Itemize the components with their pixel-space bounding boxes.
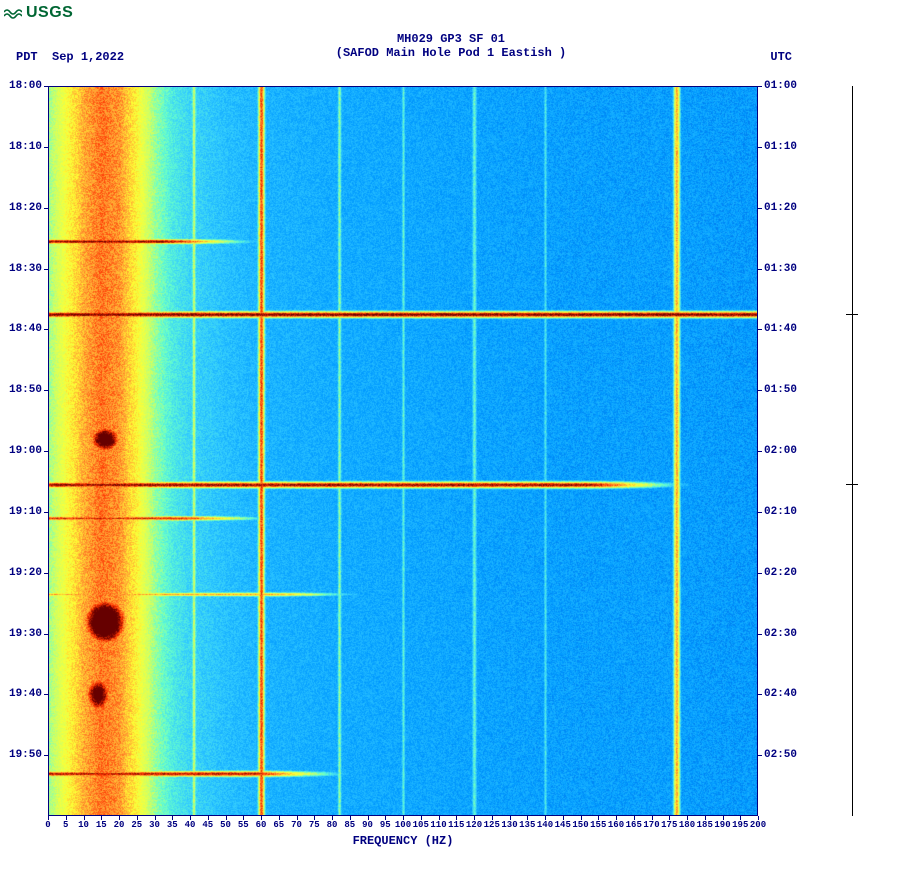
xtick: 145 [555,820,571,830]
xtick: 70 [291,820,302,830]
ytick-left: 19:20 [9,567,42,579]
xtick: 195 [732,820,748,830]
header-right: UTC [770,50,792,64]
chart-title-1: MH029 GP3 SF 01 [0,32,902,46]
x-axis-label: FREQUENCY (HZ) [0,834,806,848]
chart-header: MH029 GP3 SF 01 (SAFOD Main Hole Pod 1 E… [0,32,902,61]
xtick: 125 [484,820,500,830]
xtick: 15 [96,820,107,830]
xtick: 155 [590,820,606,830]
xtick: 185 [697,820,713,830]
ytick-left: 18:40 [9,323,42,335]
xtick: 130 [501,820,517,830]
ytick-right: 02:40 [764,688,797,700]
xtick: 200 [750,820,766,830]
xtick: 90 [362,820,373,830]
xtick: 0 [45,820,50,830]
spectrogram-plot [48,86,758,816]
xtick: 5 [63,820,68,830]
spectrogram-canvas [48,86,758,816]
ytick-right: 02:20 [764,567,797,579]
xtick: 120 [466,820,482,830]
xtick: 110 [430,820,446,830]
ytick-left: 19:40 [9,688,42,700]
xtick: 95 [380,820,391,830]
aux-tick [846,484,858,485]
header-left: PDT Sep 1,2022 [16,50,124,64]
xtick: 50 [220,820,231,830]
ytick-right: 01:00 [764,80,797,92]
ytick-left: 18:10 [9,141,42,153]
ytick-left: 19:50 [9,749,42,761]
ytick-right: 02:00 [764,445,797,457]
logo-text: USGS [26,4,73,22]
xtick: 150 [572,820,588,830]
xtick: 10 [78,820,89,830]
chart-title-2: (SAFOD Main Hole Pod 1 Eastish ) [0,46,902,60]
xtick: 80 [327,820,338,830]
xtick: 60 [256,820,267,830]
header-date: Sep 1,2022 [52,50,124,64]
xtick: 105 [413,820,429,830]
xtick: 40 [185,820,196,830]
ytick-right: 02:30 [764,628,797,640]
xtick: 160 [608,820,624,830]
ytick-right: 01:20 [764,202,797,214]
xtick: 20 [114,820,125,830]
right-tz: UTC [770,50,792,64]
ytick-right: 02:10 [764,506,797,518]
usgs-logo: USGS [4,4,73,22]
y-axis-right: 01:0001:1001:2001:3001:4001:5002:0002:10… [760,86,810,816]
xtick: 85 [344,820,355,830]
xtick: 45 [202,820,213,830]
xtick: 190 [714,820,730,830]
xtick: 35 [167,820,178,830]
ytick-right: 01:10 [764,141,797,153]
xtick: 135 [519,820,535,830]
xtick: 115 [448,820,464,830]
ytick-left: 18:00 [9,80,42,92]
xtick: 180 [679,820,695,830]
left-tz: PDT [16,50,38,64]
xtick: 165 [626,820,642,830]
xtick: 75 [309,820,320,830]
ytick-left: 19:30 [9,628,42,640]
aux-tick [846,314,858,315]
wave-icon [4,6,22,20]
xtick: 25 [131,820,142,830]
ytick-right: 01:50 [764,384,797,396]
xtick: 175 [661,820,677,830]
xtick: 140 [537,820,553,830]
xtick: 170 [643,820,659,830]
ytick-left: 18:20 [9,202,42,214]
ytick-right: 01:30 [764,263,797,275]
ytick-right: 02:50 [764,749,797,761]
y-axis-left: 18:0018:1018:2018:3018:4018:5019:0019:10… [0,86,46,816]
ytick-right: 01:40 [764,323,797,335]
ytick-left: 18:50 [9,384,42,396]
aux-axis [852,86,853,816]
ytick-left: 19:10 [9,506,42,518]
ytick-left: 19:00 [9,445,42,457]
ytick-left: 18:30 [9,263,42,275]
xtick: 65 [273,820,284,830]
xtick: 30 [149,820,160,830]
xtick: 100 [395,820,411,830]
xtick: 55 [238,820,249,830]
